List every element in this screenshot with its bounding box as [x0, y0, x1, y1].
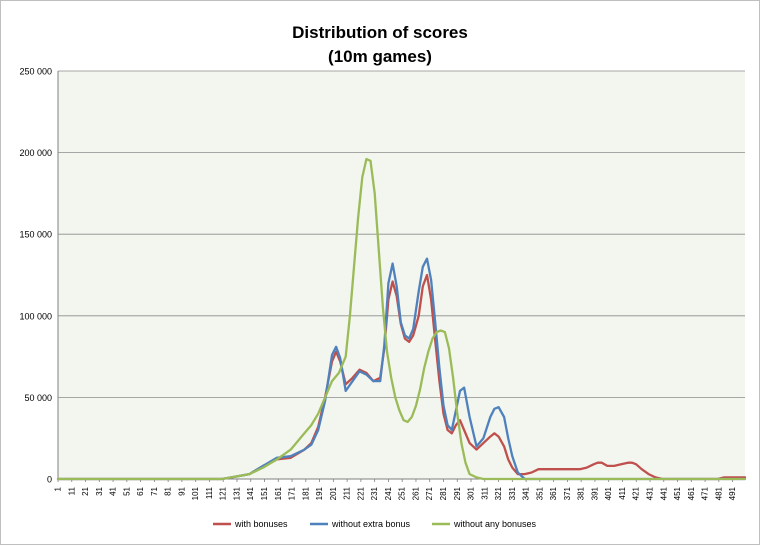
- x-tick-label: 421: [632, 486, 641, 500]
- x-tick-label: 241: [384, 486, 393, 500]
- x-tick-label: 351: [535, 486, 544, 500]
- x-tick-label: 261: [411, 486, 420, 500]
- x-tick-label: 451: [673, 486, 682, 500]
- x-tick-label: 281: [439, 486, 448, 500]
- y-tick-label: 100 000: [19, 311, 52, 321]
- x-tick-label: 81: [164, 486, 173, 495]
- y-tick-label: 0: [47, 475, 52, 485]
- x-tick-label: 141: [246, 486, 255, 500]
- x-tick-label: 341: [522, 486, 531, 500]
- legend: with bonuses without extra bonus without a…: [213, 519, 537, 529]
- x-tick-label: 41: [109, 486, 118, 495]
- x-tick-label: 431: [646, 486, 655, 500]
- x-tick-label: 11: [67, 486, 76, 495]
- x-tick-label: 461: [687, 486, 696, 500]
- x-tick-label: 211: [343, 486, 352, 499]
- x-tick-label: 401: [604, 486, 613, 500]
- x-tick-label: 471: [701, 486, 710, 500]
- x-tick-label: 91: [177, 486, 186, 495]
- x-tick-label: 151: [260, 486, 269, 500]
- x-tick-label: 391: [590, 486, 599, 500]
- x-tick-label: 491: [728, 486, 737, 500]
- x-tick-label: 1: [54, 486, 63, 491]
- y-tick-label: 150 000: [19, 230, 52, 240]
- x-axis-tick-labels: 1 11 21 31 41 51 61 71 81 91 101 111 121 131 141 151 161…: [54, 479, 737, 500]
- chart-title-line-2: (10m games): [328, 47, 432, 66]
- x-tick-label: 71: [150, 486, 159, 495]
- x-tick-label: 291: [453, 486, 462, 500]
- y-tick-label: 50 000: [24, 393, 52, 403]
- legend-label: without any bonuses: [453, 519, 537, 529]
- x-tick-label: 271: [425, 486, 434, 500]
- x-tick-label: 441: [659, 486, 668, 500]
- x-tick-label: 131: [232, 486, 241, 500]
- x-tick-label: 101: [191, 486, 200, 500]
- x-tick-label: 251: [398, 486, 407, 500]
- x-tick-label: 51: [122, 486, 131, 495]
- x-tick-label: 161: [274, 486, 283, 500]
- x-tick-label: 481: [714, 486, 723, 500]
- legend-label: without extra bonus: [331, 519, 411, 529]
- x-tick-label: 311: [480, 486, 489, 499]
- x-tick-label: 331: [508, 486, 517, 500]
- series-line-3: [56, 157, 747, 481]
- x-tick-label: 301: [467, 486, 476, 500]
- chart-title-line-1: Distribution of scores: [292, 23, 468, 42]
- x-tick-label: 121: [219, 486, 228, 500]
- x-tick-label: 191: [315, 486, 324, 500]
- x-tick-label: 111: [205, 486, 214, 499]
- y-axis-tick-labels: 0 50 000 100 000 150 000 200 000 250 000: [19, 67, 52, 485]
- gridlines: [58, 70, 745, 398]
- x-tick-label: 371: [563, 486, 572, 500]
- y-tick-label: 200 000: [19, 148, 52, 158]
- x-tick-label: 21: [81, 486, 90, 495]
- x-tick-label: 171: [288, 486, 297, 500]
- x-tick-label: 231: [370, 486, 379, 500]
- x-tick-label: 181: [301, 486, 310, 500]
- legend-label: with bonuses: [234, 519, 288, 529]
- plot-area: [58, 71, 745, 479]
- x-tick-label: 221: [356, 486, 365, 500]
- x-tick-label: 411: [618, 486, 627, 499]
- x-tick-label: 361: [549, 486, 558, 500]
- x-tick-label: 201: [329, 486, 338, 500]
- x-tick-label: 321: [494, 486, 503, 500]
- x-tick-label: 381: [577, 486, 586, 500]
- y-tick-label: 250 000: [19, 67, 52, 77]
- x-tick-label: 31: [95, 486, 104, 495]
- x-tick-label: 61: [136, 486, 145, 495]
- series-lines: [56, 157, 747, 481]
